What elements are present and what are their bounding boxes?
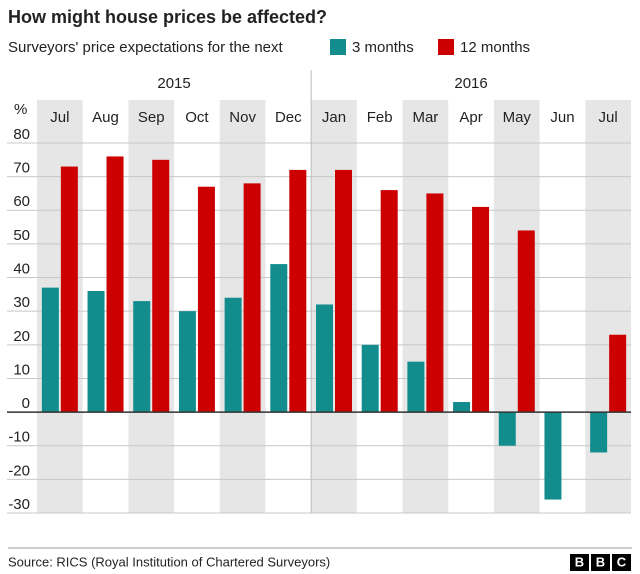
chart-title: How might house prices be affected? [8, 7, 327, 27]
y-tick-label: 40 [13, 261, 30, 278]
x-tick-label: Jan [322, 109, 346, 126]
bar [498, 412, 516, 446]
y-tick-label: -10 [8, 429, 30, 446]
bar [41, 287, 59, 413]
source: Source: RICS (Royal Institution of Chart… [8, 554, 330, 569]
logo-box [612, 554, 631, 571]
bar [133, 301, 151, 413]
bar [544, 412, 562, 500]
x-tick-label: Nov [229, 109, 256, 126]
logo-box [591, 554, 610, 571]
x-tick-label: Jun [550, 109, 574, 126]
bar [335, 169, 352, 413]
bar [178, 311, 196, 413]
logo-letter: B [575, 554, 584, 569]
bar [407, 361, 425, 413]
y-tick-label: 30 [13, 294, 30, 311]
y-unit: % [14, 101, 27, 118]
logo-letter: B [596, 554, 605, 569]
bar [316, 304, 333, 413]
bar [426, 193, 444, 413]
y-tick-label: 80 [13, 126, 30, 143]
x-tick-label: Jul [599, 109, 618, 126]
bar [60, 166, 78, 413]
bar [380, 190, 398, 413]
y-tick-label: -20 [8, 462, 30, 479]
x-tick-label: Aug [92, 109, 119, 126]
year-label: 2016 [454, 75, 487, 92]
legend-label: 12 months [460, 39, 530, 56]
bar [472, 206, 490, 413]
y-tick-label: 50 [13, 227, 30, 244]
legend-swatch [438, 39, 454, 55]
legend-label: 3 months [352, 39, 414, 56]
bar [106, 156, 124, 413]
legend-swatch [330, 39, 346, 55]
x-tick-label: May [503, 109, 532, 126]
bar [152, 159, 170, 413]
bar [270, 264, 288, 413]
x-tick-label: Dec [275, 109, 302, 126]
x-tick-label: Oct [185, 109, 209, 126]
y-tick-label: 60 [13, 193, 30, 210]
x-tick-label: Mar [412, 109, 438, 126]
bar [590, 412, 608, 453]
x-tick-label: Sep [138, 109, 165, 126]
logo-letter: C [617, 554, 627, 569]
y-tick-label: -30 [8, 496, 30, 513]
bar [289, 169, 307, 413]
y-tick-label: 10 [13, 361, 30, 378]
legend-title: Surveyors' price expectations for the ne… [8, 39, 283, 56]
bar [243, 183, 261, 413]
bar [197, 186, 215, 413]
bar [87, 291, 105, 413]
year-label: 2015 [157, 75, 190, 92]
bar [609, 334, 627, 413]
y-tick-label: 0 [22, 395, 30, 412]
bar [453, 402, 471, 413]
bar [361, 344, 379, 413]
logo-box [570, 554, 589, 571]
bar [517, 230, 535, 413]
y-tick-label: 20 [13, 328, 30, 345]
x-tick-label: Feb [367, 109, 393, 126]
x-tick-label: Apr [459, 109, 482, 126]
bar [224, 297, 242, 413]
x-tick-label: Jul [50, 109, 69, 126]
y-tick-label: 70 [13, 160, 30, 177]
